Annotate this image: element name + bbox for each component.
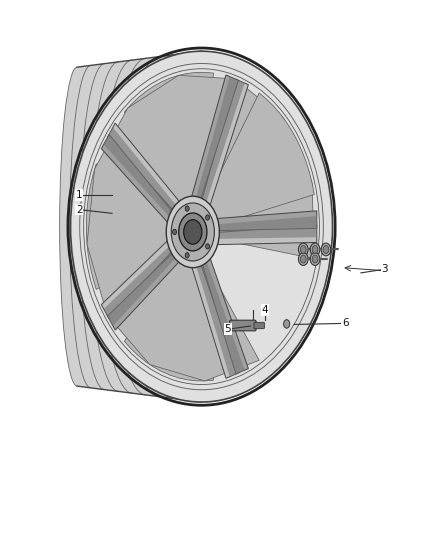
Ellipse shape [321, 243, 331, 256]
FancyBboxPatch shape [254, 322, 265, 329]
Ellipse shape [173, 229, 177, 235]
Polygon shape [199, 79, 248, 215]
Ellipse shape [298, 253, 308, 265]
Ellipse shape [166, 196, 219, 268]
Polygon shape [60, 51, 201, 402]
Ellipse shape [298, 243, 308, 256]
Ellipse shape [185, 206, 189, 211]
Ellipse shape [185, 253, 189, 258]
Ellipse shape [205, 215, 209, 220]
Polygon shape [107, 123, 185, 218]
Polygon shape [209, 211, 317, 231]
Ellipse shape [310, 243, 320, 256]
Ellipse shape [312, 246, 318, 254]
Polygon shape [101, 235, 179, 319]
Text: 6: 6 [343, 318, 349, 328]
Polygon shape [189, 254, 238, 378]
Polygon shape [104, 127, 183, 224]
Polygon shape [193, 251, 245, 377]
Ellipse shape [300, 255, 306, 263]
Polygon shape [193, 77, 245, 213]
Ellipse shape [184, 220, 202, 244]
Ellipse shape [205, 244, 209, 249]
Ellipse shape [284, 320, 290, 328]
Polygon shape [107, 246, 185, 330]
Text: 2: 2 [76, 205, 83, 215]
Polygon shape [199, 249, 248, 374]
Ellipse shape [171, 203, 214, 261]
Text: 1: 1 [76, 190, 83, 200]
Text: 5: 5 [224, 324, 231, 334]
Ellipse shape [71, 51, 332, 402]
Ellipse shape [312, 255, 318, 263]
Polygon shape [86, 164, 170, 289]
Polygon shape [189, 75, 238, 211]
Ellipse shape [300, 246, 306, 254]
Polygon shape [124, 257, 214, 381]
Ellipse shape [179, 213, 207, 251]
Polygon shape [205, 93, 314, 225]
Polygon shape [87, 75, 314, 381]
Polygon shape [101, 134, 179, 229]
Text: 4: 4 [261, 305, 268, 315]
Ellipse shape [310, 253, 320, 265]
Polygon shape [124, 72, 214, 207]
Text: 3: 3 [381, 264, 388, 274]
Polygon shape [209, 225, 317, 245]
Polygon shape [104, 239, 183, 326]
FancyBboxPatch shape [230, 320, 256, 331]
Polygon shape [209, 216, 317, 239]
Ellipse shape [323, 246, 329, 254]
